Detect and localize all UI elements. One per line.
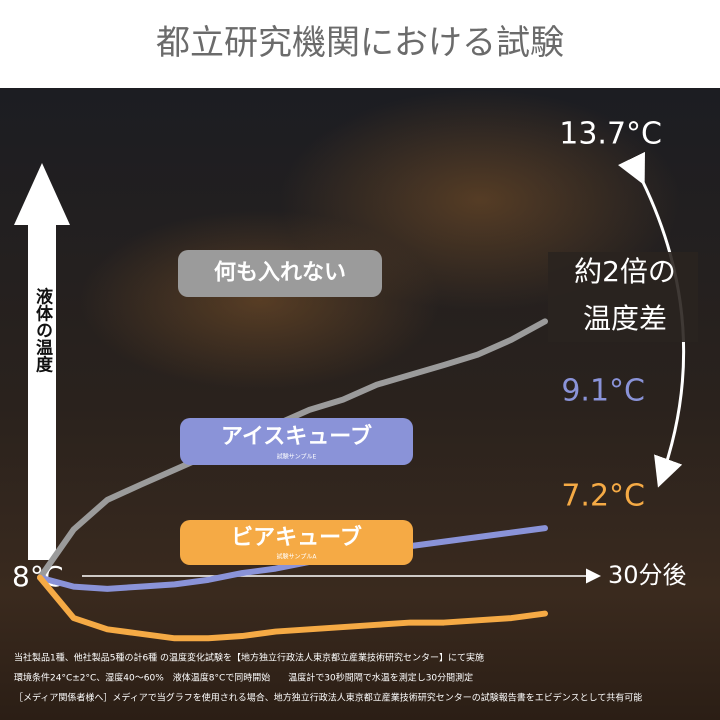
end-x-label: 30分後: [608, 561, 687, 589]
legend-pill: [178, 250, 382, 297]
footnote: 当社製品1種、他社製品5種の計6種 の温度変化試験を【地方独立行政法人東京都立産…: [14, 652, 484, 664]
end-label: 9.1°C: [561, 374, 645, 409]
end-label: 13.7°C: [559, 117, 662, 152]
difference-label: 約2倍の: [574, 255, 676, 288]
footnote: ［メディア関係者様へ］メディアで当グラフを使用される場合、地方独立行政法人東京都…: [14, 692, 642, 704]
difference-label: 温度差: [583, 302, 667, 335]
up-arrow: [14, 163, 70, 560]
legend-sample: 試験サンプルA: [277, 553, 318, 561]
end-label: 7.2°C: [561, 479, 645, 514]
legend-pill: [180, 520, 413, 565]
y-axis-label: 液体の温度: [32, 286, 53, 373]
title-band: [0, 0, 720, 88]
series-line: [37, 318, 548, 581]
footnote: 環境条件24°C±2°C、湿度40～60% 液体温度8°Cで同時開始 温度計で3…: [14, 672, 473, 684]
difference-backdrop: [548, 252, 698, 342]
legend-sample: 試験サンプルE: [277, 453, 317, 461]
legend-label: アイスキューブ: [221, 424, 372, 450]
legend-label: 何も入れない: [214, 260, 346, 286]
bokeh: [80, 210, 440, 390]
legend-label: ビアキューブ: [231, 525, 362, 551]
series-line: [37, 574, 548, 642]
legend-pill: [180, 418, 413, 465]
series-line: [37, 525, 548, 592]
title: 都立研究機関における試験: [156, 23, 564, 63]
